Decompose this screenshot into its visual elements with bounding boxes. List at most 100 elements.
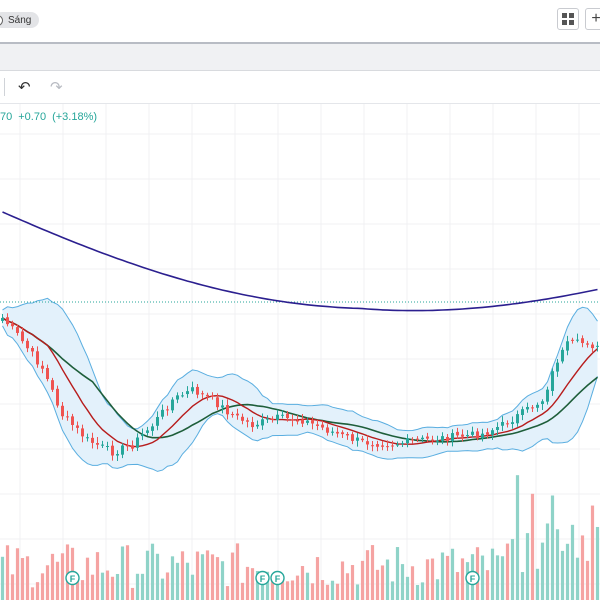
candle	[576, 339, 579, 341]
candle	[566, 341, 569, 351]
redo-icon[interactable]: ↷	[50, 79, 63, 96]
volume-bar	[445, 555, 450, 600]
candle	[546, 389, 549, 402]
volume-bar	[500, 556, 505, 600]
volume-bar	[315, 557, 320, 600]
volume-bar	[550, 495, 555, 600]
candle	[206, 394, 209, 397]
undo-icon[interactable]: ↶	[18, 79, 31, 96]
candle	[511, 422, 514, 425]
earnings-marker-label: F	[70, 574, 76, 584]
candle	[451, 433, 454, 441]
volume-bar	[175, 562, 180, 600]
candle	[466, 435, 469, 437]
candle	[531, 407, 534, 409]
candle	[316, 424, 319, 426]
volume-bar	[280, 580, 285, 600]
candle	[251, 422, 254, 428]
candle	[336, 431, 339, 434]
volume-bar	[40, 573, 45, 600]
earnings-marker-label: F	[260, 574, 266, 584]
candle	[246, 420, 249, 422]
candle	[256, 424, 259, 427]
volume-bar	[145, 550, 150, 600]
candle	[441, 436, 444, 442]
candle	[381, 445, 384, 447]
volume-bar	[530, 493, 535, 600]
volume-bar	[185, 562, 190, 600]
bollinger-basis	[2, 317, 598, 448]
candle	[216, 397, 219, 408]
candle	[361, 438, 364, 441]
candle	[211, 395, 214, 397]
candle	[491, 430, 494, 435]
layout-button[interactable]	[557, 8, 579, 30]
candle	[376, 444, 379, 447]
candle	[21, 331, 24, 342]
volume-bar	[65, 544, 70, 600]
volume-bar	[135, 573, 140, 600]
volume-bar	[460, 558, 465, 600]
volume-bar	[485, 570, 490, 600]
theme-toggle[interactable]: Sáng	[0, 12, 40, 28]
volume-bar	[525, 533, 530, 600]
candle	[351, 434, 354, 441]
volume-bar	[20, 558, 25, 600]
volume-bar	[325, 584, 330, 600]
candle	[421, 437, 424, 440]
volume-bar	[520, 572, 525, 600]
candle	[281, 414, 284, 416]
candle	[396, 444, 399, 446]
volume-bar	[80, 580, 85, 600]
volume-bar	[105, 570, 110, 600]
candle	[91, 437, 94, 443]
volume-bar	[360, 560, 365, 600]
candle	[26, 340, 29, 349]
candle	[46, 368, 49, 380]
candle	[346, 433, 349, 436]
bollinger-fill	[2, 298, 598, 472]
candle	[481, 433, 484, 439]
add-button[interactable]: +	[585, 8, 600, 30]
volume-bar	[155, 553, 160, 600]
candle	[386, 446, 389, 448]
volume-bar	[240, 582, 245, 600]
moving-average-long	[2, 211, 598, 312]
volume-bar	[270, 576, 275, 600]
candle	[166, 409, 169, 411]
chart-toolbar	[0, 71, 600, 104]
candle	[556, 362, 559, 372]
candle	[31, 347, 34, 352]
volume-bar	[595, 526, 600, 600]
candle	[471, 431, 474, 435]
volume-bar	[365, 550, 370, 600]
candle	[176, 395, 179, 400]
volume-bar	[35, 582, 40, 600]
volume-bar	[375, 569, 380, 600]
candle	[261, 419, 264, 426]
moving-average-mid	[2, 317, 598, 443]
candle	[11, 323, 14, 327]
volume-bar	[455, 572, 460, 600]
candle	[131, 445, 134, 449]
candle	[356, 437, 359, 441]
volume-bar	[90, 574, 95, 600]
candle	[151, 426, 154, 431]
volume-bar	[450, 548, 455, 600]
volume-bar	[95, 552, 100, 600]
candle	[296, 420, 299, 422]
volume-bar	[255, 570, 260, 600]
candle	[266, 418, 269, 420]
volume-bar	[515, 475, 520, 600]
candle	[241, 416, 244, 421]
volume-bar	[575, 557, 580, 600]
volume-bar	[340, 561, 345, 600]
volume-bar	[330, 580, 335, 600]
volume-bar	[480, 555, 485, 600]
candle	[116, 454, 119, 456]
candle	[341, 432, 344, 435]
candle	[326, 427, 329, 433]
volume-bar	[235, 543, 240, 600]
candle	[551, 371, 554, 391]
